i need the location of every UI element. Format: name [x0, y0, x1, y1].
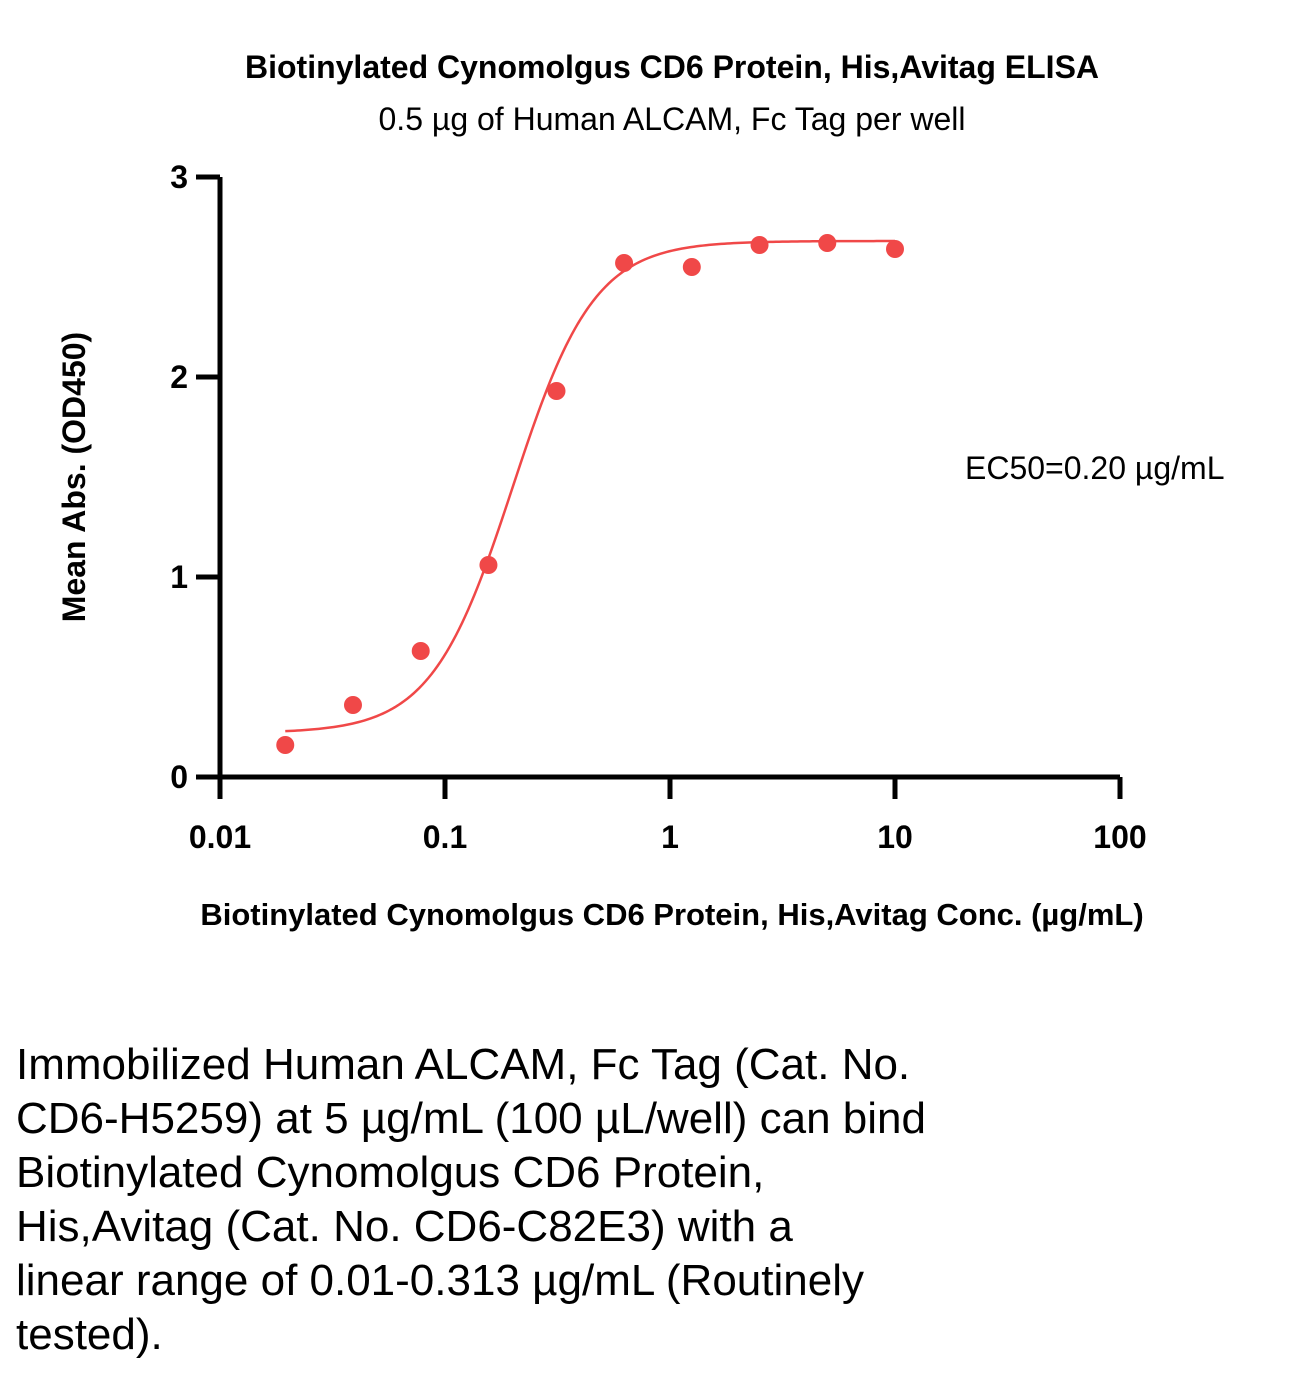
data-point — [886, 240, 904, 258]
fit-curve — [285, 239, 895, 733]
data-point — [276, 736, 295, 754]
ec50-annotation: EC50=0.20 µg/mL — [965, 450, 1224, 486]
data-point — [818, 234, 837, 252]
x-tick-label: 0.01 — [189, 819, 251, 855]
data-point — [479, 556, 498, 574]
data-point — [547, 382, 566, 400]
x-tick-label: 0.1 — [423, 819, 467, 855]
data-points — [276, 234, 904, 754]
y-tick-label: 0 — [170, 759, 188, 795]
data-point — [682, 258, 701, 276]
data-point — [615, 254, 634, 272]
caption-line: Biotinylated Cynomolgus CD6 Protein, — [16, 1148, 765, 1197]
x-tick-label: 10 — [877, 819, 913, 855]
y-tick-label: 2 — [170, 359, 188, 395]
chart-subtitle: 0.5 µg of Human ALCAM, Fc Tag per well — [379, 101, 966, 137]
caption-line: Immobilized Human ALCAM, Fc Tag (Cat. No… — [16, 1040, 911, 1089]
y-tick-label: 3 — [170, 159, 188, 195]
x-tick-label: 100 — [1093, 819, 1146, 855]
data-point — [750, 236, 769, 254]
y-tick-label: 1 — [170, 559, 188, 595]
y-axis-label: Mean Abs. (OD450) — [56, 332, 92, 622]
caption-line: His,Avitag (Cat. No. CD6-C82E3) with a — [16, 1202, 793, 1251]
elisa-chart: Biotinylated Cynomolgus CD6 Protein, His… — [56, 49, 1224, 932]
chart-title: Biotinylated Cynomolgus CD6 Protein, His… — [245, 49, 1099, 85]
caption-line: tested). — [16, 1310, 163, 1359]
data-point — [343, 696, 362, 714]
caption-line: CD6-H5259) at 5 µg/mL (100 µL/well) can … — [16, 1094, 926, 1143]
fit-curve-group — [285, 239, 895, 733]
x-tick-label: 1 — [661, 819, 679, 855]
chart-axes: 0.01 0.1 1 10 100 0 1 2 3 — [170, 159, 1146, 855]
caption-line: linear range of 0.01-0.313 µg/mL (Routin… — [16, 1256, 864, 1305]
x-axis-label: Biotinylated Cynomolgus CD6 Protein, His… — [200, 897, 1143, 932]
figure-caption: Immobilized Human ALCAM, Fc Tag (Cat. No… — [16, 1038, 1116, 1362]
data-point — [411, 642, 430, 660]
